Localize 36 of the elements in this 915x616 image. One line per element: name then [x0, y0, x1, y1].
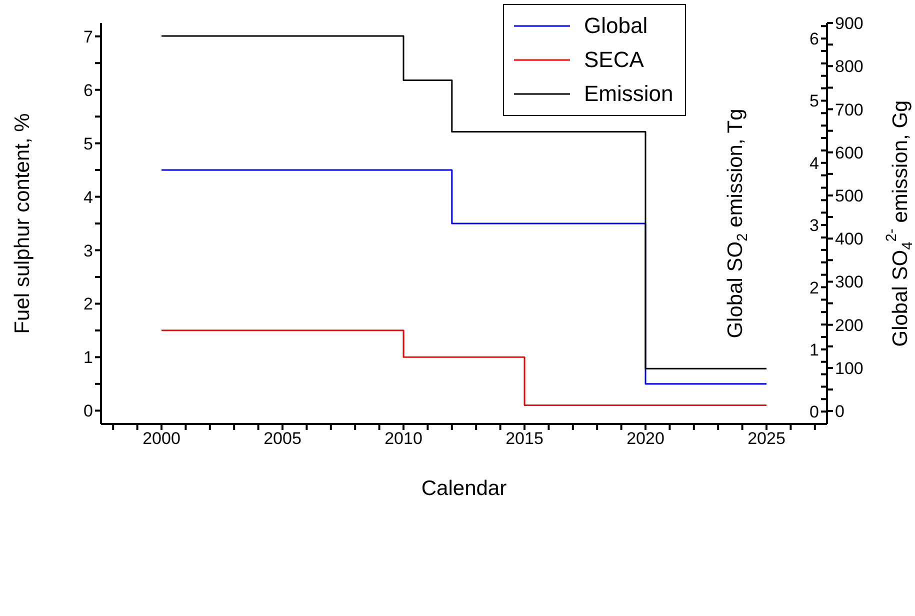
- y2-tick-label: 1: [810, 340, 819, 360]
- x-tick-label: 2025: [748, 429, 786, 448]
- y-tick-label: 7: [84, 27, 93, 46]
- y-tick-label: 3: [84, 241, 93, 260]
- y-tick-label: 1: [84, 348, 93, 368]
- y-axis-title: Fuel sulphur content, %: [10, 113, 34, 334]
- x-axis-title: Calendar: [421, 476, 507, 500]
- legend-label: Global: [584, 13, 648, 39]
- y2-tick-label: 4: [810, 154, 819, 173]
- y2-tick-label: 2: [810, 278, 819, 298]
- y3-tick-label: 700: [835, 100, 864, 120]
- x-tick-label: 2015: [506, 429, 544, 448]
- y2-tick-label: 3: [810, 216, 819, 236]
- y3-tick-label: 900: [835, 14, 864, 34]
- y3-tick-label: 0: [835, 402, 844, 422]
- legend-label: SECA: [584, 47, 644, 73]
- y3-tick-label: 600: [835, 143, 864, 162]
- y3-tick-label: 100: [835, 358, 864, 378]
- y3-tick-label: 400: [835, 230, 864, 249]
- x-tick-label: 2020: [626, 429, 664, 448]
- y-tick-label: 0: [84, 402, 93, 421]
- y3-tick-label: 200: [835, 316, 864, 335]
- y-tick-label: 2: [84, 294, 93, 314]
- y-tick-label: 5: [84, 134, 93, 154]
- y2-tick-label: 6: [810, 30, 819, 49]
- y2-tick-label: 5: [810, 92, 819, 111]
- y3-tick-label: 800: [835, 57, 864, 76]
- legend-label: Emission: [584, 81, 674, 107]
- x-tick-label: 2010: [384, 429, 422, 448]
- y3-tick-label: 300: [835, 272, 864, 292]
- y-tick-label: 4: [84, 188, 93, 207]
- y-tick-label: 6: [84, 80, 93, 100]
- x-tick-label: 2000: [142, 429, 180, 448]
- x-tick-label: 2005: [264, 429, 302, 448]
- y2-tick-label: 0: [810, 402, 819, 422]
- y3-tick-label: 500: [835, 186, 864, 206]
